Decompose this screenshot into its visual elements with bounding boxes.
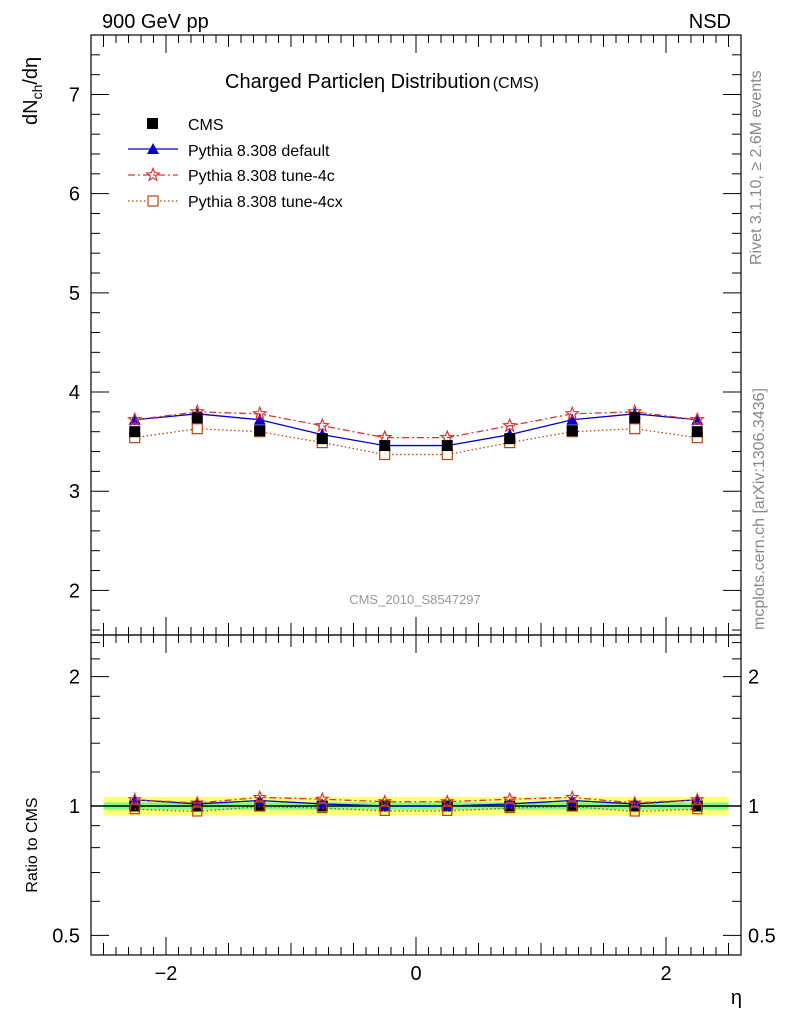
legend-label-tune-4cx: Pythia 8.308 tune-4cx <box>188 194 343 211</box>
data-point <box>126 411 143 427</box>
ratio-y-tick-label-right: 2 <box>748 667 759 689</box>
main-y-tick-label: 3 <box>69 481 80 503</box>
legend-item-tune-4cx: Pythia 8.308 tune-4cx <box>128 194 343 211</box>
ratio-line-pythia-8-308-tune-4cx <box>134 805 698 813</box>
series-pythia-8-308-tune-4c <box>126 403 706 445</box>
ratio-point <box>689 792 705 806</box>
ratio-series-pythia-8-308-tune-4c <box>127 789 705 810</box>
legend-marker-tune-4cx <box>147 195 159 207</box>
ratio-line-pythia-8-308-default <box>134 799 698 807</box>
ratio-point <box>127 792 143 806</box>
ratio-point <box>254 801 265 812</box>
main-y-tick-label: 4 <box>69 382 80 404</box>
series-cms <box>129 412 703 452</box>
header-right: NSD <box>689 11 731 33</box>
x-tick-label: 0 <box>410 963 421 985</box>
legend-marker-default <box>147 143 159 154</box>
ratio-point <box>192 806 203 817</box>
ratio-point <box>442 805 453 817</box>
ratio-y-tick-label-right: 0.5 <box>748 925 776 947</box>
legend-marker-cms <box>147 118 158 129</box>
data-point <box>566 425 578 437</box>
data-point <box>316 433 328 445</box>
ratio-y-tick-label: 2 <box>69 667 80 689</box>
main-y-tick-label: 2 <box>69 580 80 602</box>
analysis-watermark: CMS_2010_S8547297 <box>349 592 481 607</box>
ratio-point <box>629 806 640 817</box>
ratio-point <box>439 794 455 808</box>
ratio-point <box>692 804 703 815</box>
ratio-y-tick-label-right: 1 <box>748 796 759 818</box>
data-point <box>129 426 141 438</box>
rivet-label: Rivet 3.1.10, ≥ 2.6M events <box>748 70 765 265</box>
ratio-y-axis-label: Ratio to CMS <box>24 797 41 892</box>
ratio-point <box>314 791 330 806</box>
main-title: Charged Particleη Distribution (CMS) <box>225 71 539 93</box>
legend-item-tune-4c: Pythia 8.308 tune-4c <box>128 166 335 185</box>
ratio-point <box>129 800 141 812</box>
ratio-point <box>317 802 328 814</box>
ratio-point <box>377 794 393 808</box>
x-tick-label: −2 <box>155 963 178 985</box>
data-point <box>314 417 331 433</box>
data-point <box>191 423 203 435</box>
ratio-point <box>252 789 268 804</box>
ratio-point <box>691 800 703 812</box>
ratio-point <box>627 795 643 810</box>
main-y-tick-label: 6 <box>69 184 80 206</box>
legend: CMS Pythia 8.308 default Pythia 8.308 tu… <box>128 117 343 211</box>
data-point <box>629 423 641 435</box>
ratio-point <box>379 805 390 817</box>
legend-label-default: Pythia 8.308 default <box>188 143 330 160</box>
legend-item-default: Pythia 8.308 default <box>128 143 330 160</box>
main-y-tick-label: 5 <box>69 283 80 305</box>
data-point <box>691 426 703 438</box>
legend-marker-tune-4c <box>145 166 161 182</box>
data-point <box>379 440 391 452</box>
data-point <box>253 413 266 425</box>
x-axis-label: η <box>731 987 742 1009</box>
ratio-y-tick-label: 1 <box>69 796 80 818</box>
data-point <box>254 425 266 437</box>
mcplots-label: mcplots.cern.ch [arXiv:1306.3436] <box>751 388 768 630</box>
data-point <box>191 412 203 424</box>
ratio-point <box>441 800 453 811</box>
ratio-plot-frame <box>90 634 742 956</box>
ratio-point <box>129 804 140 815</box>
ratio-series-pythia-8-308-tune-4cx <box>129 801 703 817</box>
data-point <box>564 405 581 421</box>
ratio-point <box>564 789 580 804</box>
x-tick-label: 2 <box>660 963 671 985</box>
ratio-y-tick-label: 0.5 <box>52 925 80 947</box>
data-point <box>251 405 268 421</box>
ratio-point <box>567 801 578 812</box>
series-line-pythia-8-308-default <box>134 413 698 447</box>
data-point <box>441 440 453 452</box>
ratio-line-pythia-8-308-tune-4c <box>134 796 698 804</box>
series-pythia-8-308-tune-4cx <box>129 423 703 461</box>
main-y-axis-label: dNch/dη <box>20 57 45 125</box>
ratio-point <box>189 795 205 810</box>
data-point <box>504 433 516 445</box>
series-line-pythia-8-308-tune-4cx <box>134 428 698 456</box>
series-line-pythia-8-308-tune-4c <box>134 411 698 439</box>
data-point <box>629 412 641 424</box>
data-point <box>501 417 518 433</box>
data-point <box>689 411 706 427</box>
header-left: 900 GeV pp <box>102 11 209 33</box>
data-point <box>566 413 579 425</box>
main-y-tick-label: 7 <box>69 85 80 107</box>
ratio-point <box>502 791 518 806</box>
ratio-point <box>504 802 515 814</box>
legend-label-cms: CMS <box>188 117 224 134</box>
legend-label-tune-4c: Pythia 8.308 tune-4c <box>188 168 335 185</box>
ratio-point <box>566 800 578 812</box>
ratio-point <box>379 800 391 811</box>
legend-item-cms: CMS <box>147 117 224 134</box>
